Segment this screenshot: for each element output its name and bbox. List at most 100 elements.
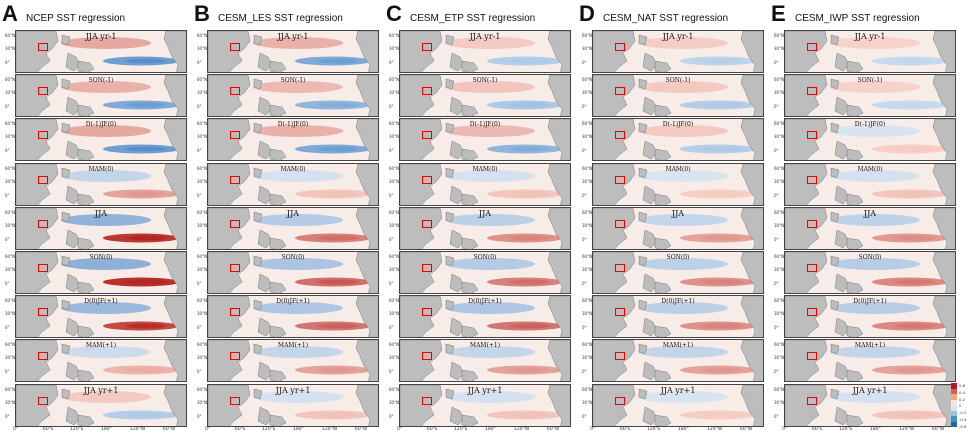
lat-label: 0° (5, 148, 10, 154)
lat-label: 60°N (774, 121, 785, 127)
north-pacific-anomaly (830, 213, 920, 226)
sst-map-e-2: D(-1)JF(0) (784, 118, 956, 162)
land-mass (208, 340, 251, 382)
lat-label: 30°N (389, 355, 400, 361)
land-mass (400, 31, 443, 72)
sst-map-c-0: JJA yr-1 (399, 30, 571, 73)
land-mass (785, 252, 828, 293)
lat-label: 0° (389, 413, 394, 419)
study-region-box (230, 352, 240, 361)
land-mass (593, 119, 636, 161)
colorbar: 0.6 0.4 0.2 0 -0.2 -0.4 -0.6 (951, 383, 966, 429)
study-region-box (615, 43, 625, 51)
land-mass (61, 123, 71, 134)
land-mass (253, 211, 263, 223)
land-mass (61, 344, 71, 355)
land-mass (77, 281, 95, 293)
sst-map-d-6: D(0)JF(+1) (592, 295, 764, 339)
lat-label: 30°N (197, 399, 208, 405)
season-label: MAM(+1) (662, 342, 694, 350)
season-label: D(-1)JF(0) (854, 121, 886, 129)
lat-label: 60°N (582, 254, 593, 259)
land-mass (65, 229, 81, 249)
study-region-box (807, 43, 817, 51)
land-mass (61, 167, 71, 178)
sst-map-b-5: SON(0) (207, 251, 379, 294)
equatorial-core (895, 191, 935, 197)
lat-label: 60°N (582, 77, 593, 83)
sst-map-d-4: JJA (592, 206, 764, 250)
land-mass (355, 31, 378, 72)
lat-label: 30°N (389, 222, 400, 228)
land-mass (834, 185, 850, 204)
north-pacific-anomaly (61, 258, 151, 270)
land-mass (253, 388, 263, 399)
colorbar-tick: -0.4 (959, 416, 967, 422)
land-mass (461, 104, 479, 117)
land-mass (77, 60, 95, 72)
land-mass (257, 317, 273, 337)
north-pacific-anomaly (253, 125, 343, 138)
equatorial-core (703, 235, 743, 241)
sst-map-a-3: MAM(0) (15, 162, 187, 206)
lat-label: 60°N (5, 33, 16, 38)
lat-label: 30°N (774, 90, 785, 96)
land-mass (269, 60, 287, 72)
lat-label: 30°N (5, 134, 16, 140)
equatorial-core (126, 412, 166, 418)
lat-label: 60°N (582, 33, 593, 38)
lon-label: 180° (870, 427, 881, 432)
north-pacific-anomaly (638, 81, 728, 94)
equatorial-core (510, 279, 550, 285)
study-region-box (807, 87, 817, 96)
lon-label: 60°W (740, 427, 753, 432)
lat-label: 30°N (582, 90, 593, 96)
equatorial-core (895, 58, 935, 64)
land-mass (65, 362, 81, 381)
lat-label: 0° (389, 325, 394, 331)
sst-map-a-7: MAM(+1) (15, 339, 187, 383)
lat-label: 60°N (774, 298, 785, 304)
colorbar-segment (951, 421, 957, 427)
north-pacific-anomaly (638, 346, 728, 359)
equatorial-core (126, 367, 166, 373)
land-mass (61, 211, 71, 223)
season-label: SON(-1) (88, 77, 114, 85)
north-pacific-anomaly (61, 81, 151, 94)
land-mass (61, 255, 71, 267)
study-region-box (230, 396, 240, 405)
land-mass (16, 163, 59, 205)
land-mass (461, 414, 479, 426)
lat-label: 30°N (5, 267, 16, 272)
panel-title-d: CESM_NAT SST regression (603, 13, 729, 24)
land-mass (77, 104, 95, 117)
lat-label: 30°N (5, 355, 16, 361)
study-region-box (38, 43, 48, 51)
lat-label: 30°N (389, 267, 400, 272)
land-mass (547, 75, 570, 117)
study-region-box (615, 219, 625, 228)
lat-label: 60°N (197, 254, 208, 259)
land-mass (593, 31, 636, 72)
sst-map-e-0: JJA yr-1 (784, 30, 956, 73)
land-mass (61, 388, 71, 399)
land-mass (65, 273, 81, 293)
season-label: D(0)JF(+1) (661, 298, 695, 306)
land-mass (740, 75, 763, 117)
season-label: SON(0) (473, 254, 497, 261)
land-mass (740, 384, 763, 426)
land-mass (932, 384, 955, 426)
lat-label: 0° (197, 60, 202, 65)
study-region-box (615, 396, 625, 405)
lat-label: 0° (5, 413, 10, 419)
sst-map-c-3: MAM(0) (399, 162, 571, 206)
lon-label: 60°W (547, 427, 560, 432)
lat-label: 0° (197, 192, 202, 198)
lat-label: 30°N (389, 399, 400, 405)
land-mass (547, 384, 570, 426)
land-mass (638, 167, 648, 178)
land-mass (16, 31, 59, 72)
lon-label: 0° (205, 427, 211, 432)
land-mass (269, 193, 287, 205)
sst-map-a-5: SON(0) (15, 251, 187, 294)
